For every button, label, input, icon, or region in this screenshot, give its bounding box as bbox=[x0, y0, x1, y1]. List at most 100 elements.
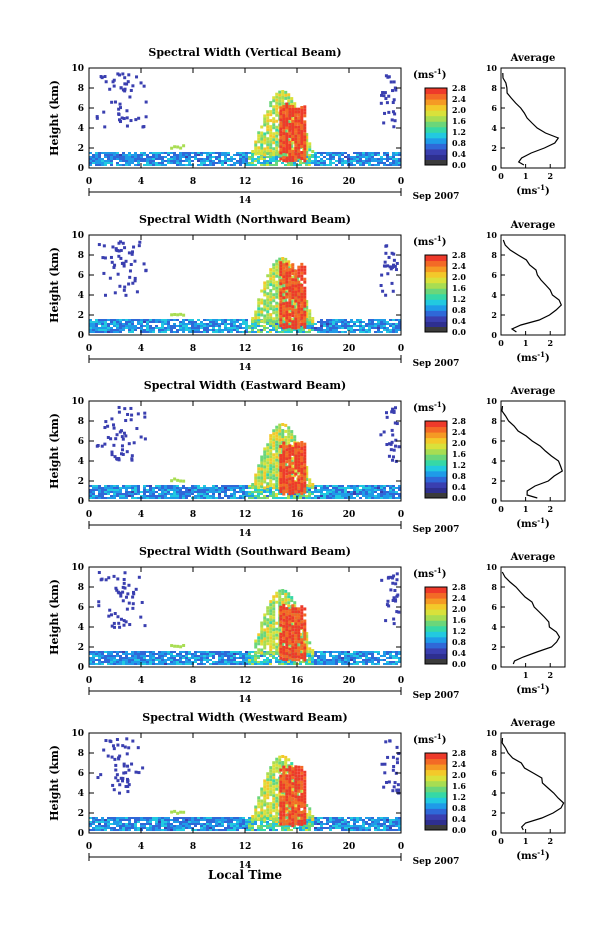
heatmap-cell bbox=[278, 663, 281, 665]
heatmap-cell bbox=[137, 657, 140, 659]
heatmap-cell bbox=[254, 479, 258, 483]
heatmap-cell bbox=[332, 154, 335, 156]
heatmap-cell bbox=[161, 331, 164, 333]
heatmap-cell bbox=[398, 319, 401, 321]
heatmap-cell bbox=[338, 657, 341, 659]
heatmap-cell bbox=[125, 485, 128, 487]
heatmap-cell bbox=[294, 317, 298, 321]
heatmap-cell bbox=[137, 663, 140, 665]
heatmap-cell bbox=[128, 162, 131, 164]
heatmap-cell bbox=[242, 152, 245, 154]
heatmap-cell bbox=[128, 657, 131, 659]
heatmap-cell bbox=[203, 319, 206, 321]
heatmap-cell bbox=[300, 277, 304, 281]
heatmap-cell bbox=[126, 412, 130, 416]
heatmap-cell bbox=[116, 817, 119, 819]
heatmap-cell bbox=[291, 323, 295, 327]
heatmap-cell bbox=[140, 158, 143, 160]
heatmap-cell bbox=[347, 493, 350, 495]
heatmap-cell bbox=[320, 325, 323, 327]
heatmap-cell bbox=[251, 661, 254, 663]
colorbar-tick-label: 1.6 bbox=[452, 116, 466, 126]
heatmap-cell bbox=[282, 648, 286, 652]
heatmap-cell bbox=[212, 323, 215, 325]
heatmap-cell bbox=[182, 325, 185, 327]
heatmap-cell bbox=[269, 663, 272, 665]
heatmap-cell bbox=[386, 657, 389, 659]
heatmap-cell bbox=[297, 110, 301, 114]
heatmap-cell bbox=[278, 598, 282, 602]
heatmap-cell bbox=[341, 319, 344, 321]
heatmap-cell bbox=[300, 441, 304, 445]
heatmap-cell bbox=[285, 616, 289, 620]
date-month-label: Sep 2007 bbox=[413, 525, 460, 535]
heatmap-cell bbox=[141, 125, 145, 129]
avg-x-tick-label: 2 bbox=[547, 670, 553, 680]
heatmap-cell bbox=[233, 154, 236, 156]
heatmap-cell bbox=[386, 272, 390, 276]
heatmap-cell bbox=[188, 495, 191, 497]
heatmap-cell bbox=[110, 819, 113, 821]
heatmap-cell bbox=[275, 319, 279, 323]
heatmap-cell bbox=[285, 607, 289, 611]
heatmap-cell bbox=[291, 296, 295, 300]
heatmap-cell bbox=[179, 493, 182, 495]
heatmap-cell bbox=[275, 301, 279, 305]
heatmap-cell bbox=[392, 160, 395, 162]
heatmap-cell bbox=[341, 493, 344, 495]
heatmap-cell bbox=[224, 663, 227, 665]
heatmap-cell bbox=[173, 661, 176, 663]
heatmap-cell bbox=[350, 497, 353, 499]
heatmap-cell bbox=[161, 327, 164, 329]
heatmap-cell bbox=[161, 829, 164, 831]
heatmap-cell bbox=[288, 653, 292, 657]
heatmap-cell bbox=[359, 485, 362, 487]
heatmap-cell bbox=[212, 651, 215, 653]
heatmap-cell bbox=[242, 657, 245, 659]
heatmap-cell bbox=[116, 323, 119, 325]
heatmap-cell bbox=[248, 651, 251, 653]
heatmap-cell bbox=[380, 497, 383, 499]
heatmap-cell bbox=[356, 325, 359, 327]
colorbar-swatch bbox=[425, 321, 447, 328]
heatmap-cell bbox=[125, 817, 128, 819]
heatmap-cell bbox=[282, 456, 286, 460]
heatmap-cell bbox=[146, 663, 149, 665]
heatmap-cell bbox=[365, 651, 368, 653]
colorbar-low-bin bbox=[425, 659, 447, 664]
heatmap-cell bbox=[300, 489, 304, 493]
heatmap-cell bbox=[92, 653, 95, 655]
heatmap-cell bbox=[272, 269, 276, 273]
heatmap-cell bbox=[279, 157, 283, 161]
heatmap-cell bbox=[191, 485, 194, 487]
heatmap-cell bbox=[101, 657, 104, 659]
heatmap-cell bbox=[185, 152, 188, 154]
heatmap-cell bbox=[308, 495, 311, 497]
heatmap-cell bbox=[134, 663, 137, 665]
heatmap-cell bbox=[297, 625, 301, 629]
heatmap-cell bbox=[149, 160, 152, 162]
heatmap-cell bbox=[300, 121, 304, 125]
heatmap-cell bbox=[269, 645, 273, 649]
heatmap-cell bbox=[125, 489, 128, 491]
heatmap-cell bbox=[323, 323, 326, 325]
heatmap-cell bbox=[129, 406, 133, 410]
heatmap-cell bbox=[257, 497, 260, 499]
heatmap-cell bbox=[290, 475, 294, 479]
heatmap-cell bbox=[389, 487, 392, 489]
heatmap-cell bbox=[191, 325, 194, 327]
heatmap-cell bbox=[284, 299, 288, 303]
heatmap-cell bbox=[392, 651, 395, 653]
heatmap-cell bbox=[134, 823, 137, 825]
heatmap-cell bbox=[254, 146, 258, 150]
heatmap-cell bbox=[323, 325, 326, 327]
heatmap-cell bbox=[278, 90, 282, 94]
heatmap-cell bbox=[279, 460, 283, 464]
heatmap-cell bbox=[365, 160, 368, 162]
heatmap-cell bbox=[185, 491, 188, 493]
heatmap-cell bbox=[294, 649, 298, 653]
heatmap-cell bbox=[303, 147, 307, 151]
heatmap-cell bbox=[359, 321, 362, 323]
heatmap-cell bbox=[389, 319, 392, 321]
heatmap-cell bbox=[311, 320, 315, 323]
